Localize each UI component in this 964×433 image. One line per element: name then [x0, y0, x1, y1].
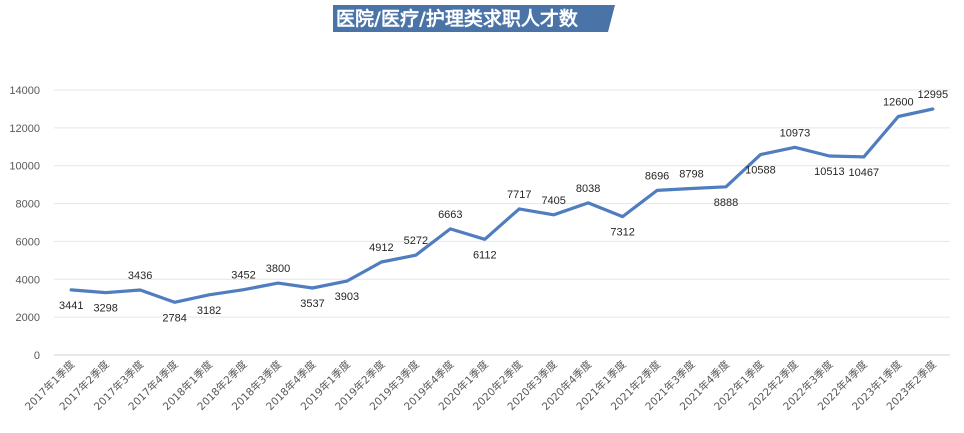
data-label: 10513 [814, 166, 845, 178]
data-label: 5272 [404, 235, 428, 247]
data-label: 3441 [59, 300, 83, 312]
gridlines [54, 89, 950, 318]
data-labels: 3441 3298 3436 2784 3182 3452 3800 3537 3903 4912… [59, 89, 948, 324]
data-label: 8038 [576, 183, 600, 195]
data-label: 3436 [128, 270, 152, 282]
y-tick-label: 6000 [16, 236, 40, 248]
data-label: 7717 [507, 189, 531, 201]
y-tick-label: 0 [34, 350, 40, 362]
y-tick-label: 2000 [16, 312, 40, 324]
y-tick-label: 14000 [9, 85, 40, 97]
data-label: 12995 [917, 89, 948, 101]
data-label: 3452 [231, 270, 255, 282]
data-label: 7405 [541, 195, 565, 207]
data-label: 10588 [745, 165, 776, 177]
y-tick-label: 10000 [9, 161, 40, 173]
chart-title-text: 医院/医疗/护理类求职人才数 [336, 7, 579, 30]
data-label: 3800 [266, 263, 290, 275]
data-label: 8888 [714, 197, 738, 209]
y-tick-label: 8000 [16, 199, 40, 211]
data-label: 2784 [162, 312, 186, 324]
y-axis-tick-labels: 0 2000 4000 6000 8000 10000 12000 14000 [9, 85, 40, 362]
data-label: 6112 [473, 249, 497, 261]
chart-title: 医院/医疗/护理类求职人才数 [333, 5, 615, 32]
data-label: 3182 [197, 305, 221, 317]
data-label: 10973 [780, 127, 811, 139]
y-tick-label: 4000 [16, 274, 40, 286]
data-label: 4912 [369, 242, 393, 254]
data-label: 7312 [610, 227, 634, 239]
data-label: 10467 [849, 167, 880, 179]
title-banner [333, 5, 615, 32]
data-label: 8696 [645, 170, 669, 182]
data-label: 3298 [93, 303, 117, 315]
series-line [69, 107, 935, 304]
x-axis-tick-labels: 2017年1季度2017年2季度2017年3季度2017年4季度2018年1季度… [22, 358, 939, 413]
data-label: 3537 [300, 298, 324, 310]
data-label: 3903 [335, 291, 359, 303]
data-label: 6663 [438, 209, 462, 221]
data-label: 12600 [883, 97, 914, 109]
y-tick-label: 12000 [9, 123, 40, 135]
data-label: 8798 [679, 168, 703, 180]
